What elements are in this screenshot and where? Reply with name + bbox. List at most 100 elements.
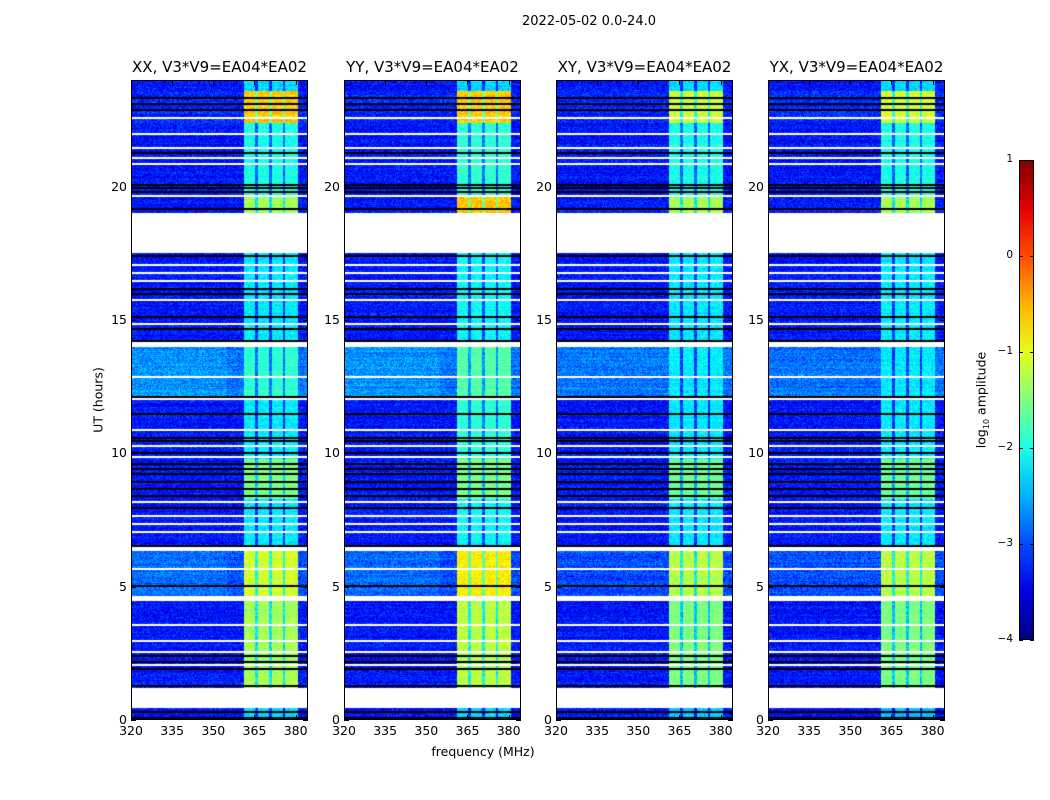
x-tick-mark [932,80,934,85]
x-tick-mark [597,715,599,720]
x-tick-mark [556,80,557,85]
x-tick-mark [809,715,811,720]
x-tick-mark [768,80,769,85]
y-tick-mark [768,586,773,588]
x-tick-mark [556,715,557,720]
colorbar-tick-mark [1030,256,1034,257]
panel-yy: YY, V3*V9=EA04*EA02 [344,58,521,720]
panel-yx: YX, V3*V9=EA04*EA02 [768,58,945,720]
axes-frame [556,80,733,720]
x-tick-mark [638,715,640,720]
x-tick-label: 350 [626,723,651,738]
y-tick-mark [516,320,521,321]
colorbar-tick-mark [1019,544,1023,545]
panel-title: XY, V3*V9=EA04*EA02 [557,58,732,76]
x-tick-mark [679,715,681,720]
colorbar-tick-label: 0 [1006,249,1013,261]
x-tick-mark [426,715,428,720]
y-tick-mark [303,186,308,188]
x-tick-mark [295,80,297,85]
x-tick-mark [467,80,469,85]
y-tick-mark [344,186,349,188]
y-tick-mark [516,186,521,188]
y-tick-mark [728,720,733,721]
x-tick-mark [850,715,852,720]
y-tick-mark [940,720,945,721]
x-tick-mark [213,80,215,85]
colorbar-tick-mark [1019,640,1023,641]
axes-frame [131,80,308,720]
x-tick-mark [850,80,852,85]
colorbar-tick-mark [1030,448,1034,449]
colorbar-tick-mark [1030,640,1034,641]
x-tick-mark [638,80,640,85]
y-tick-mark [728,586,733,588]
x-tick-label: 365 [879,723,904,738]
x-tick-mark [426,80,428,85]
y-tick-mark [556,720,561,721]
x-tick-label: 320 [544,723,568,738]
y-tick-mark [768,720,773,721]
colorbar-tick-mark [1019,160,1023,161]
y-tick-label: 5 [332,578,340,594]
colorbar-tick-label: −2 [997,441,1013,453]
y-tick-mark [516,586,521,588]
x-tick-label: 335 [585,723,610,738]
y-tick-mark [131,720,136,721]
y-tick-mark [131,186,136,188]
y-tick-mark [728,453,733,455]
x-tick-label: 380 [708,723,733,738]
y-tick-mark [516,720,521,721]
y-tick-mark [728,186,733,188]
y-tick-label: 15 [536,312,552,327]
x-tick-label: 365 [242,723,267,738]
axes-frame [768,80,945,720]
colorbar-tick-label: −1 [997,345,1013,357]
panel-title: YY, V3*V9=EA04*EA02 [346,58,519,76]
y-tick-label: 10 [324,445,340,461]
axes-frame [344,80,521,720]
x-tick-mark [295,715,297,720]
y-tick-label: 20 [748,178,764,194]
colorbar-tick-label: 1 [1006,153,1013,165]
y-tick-label: 0 [332,712,340,727]
x-tick-mark [344,80,345,85]
y-tick-mark [516,453,521,455]
y-tick-mark [131,453,136,455]
x-tick-mark [467,715,469,720]
colorbar-tick-label: −3 [997,537,1013,549]
x-tick-label: 320 [332,723,356,738]
x-tick-mark [679,80,681,85]
x-tick-mark [597,80,599,85]
y-tick-label: 10 [111,445,127,461]
x-tick-mark [720,80,722,85]
y-tick-label: 10 [536,445,552,461]
y-tick-mark [303,720,308,721]
x-tick-mark [891,80,893,85]
x-tick-label: 350 [414,723,439,738]
y-tick-mark [131,586,136,588]
y-tick-label: 15 [324,312,340,327]
y-tick-mark [344,586,349,588]
y-tick-mark [768,320,773,321]
x-tick-mark [172,80,174,85]
y-tick-label: 0 [544,712,552,727]
heatmap-xx [131,80,308,720]
colorbar-tick-label: −4 [997,633,1013,645]
x-tick-mark [809,80,811,85]
y-tick-mark [556,453,561,455]
y-tick-label: 0 [119,712,127,727]
y-tick-mark [768,186,773,188]
y-tick-mark [940,586,945,588]
y-tick-mark [303,320,308,321]
y-tick-label: 20 [536,178,552,194]
x-tick-label: 365 [455,723,480,738]
x-tick-mark [385,715,387,720]
heatmap-yx [768,80,945,720]
y-tick-mark [303,586,308,588]
y-tick-mark [940,320,945,321]
y-tick-label: 20 [324,178,340,194]
y-tick-label: 5 [119,578,127,594]
x-tick-mark [932,715,934,720]
x-tick-label: 380 [920,723,945,738]
